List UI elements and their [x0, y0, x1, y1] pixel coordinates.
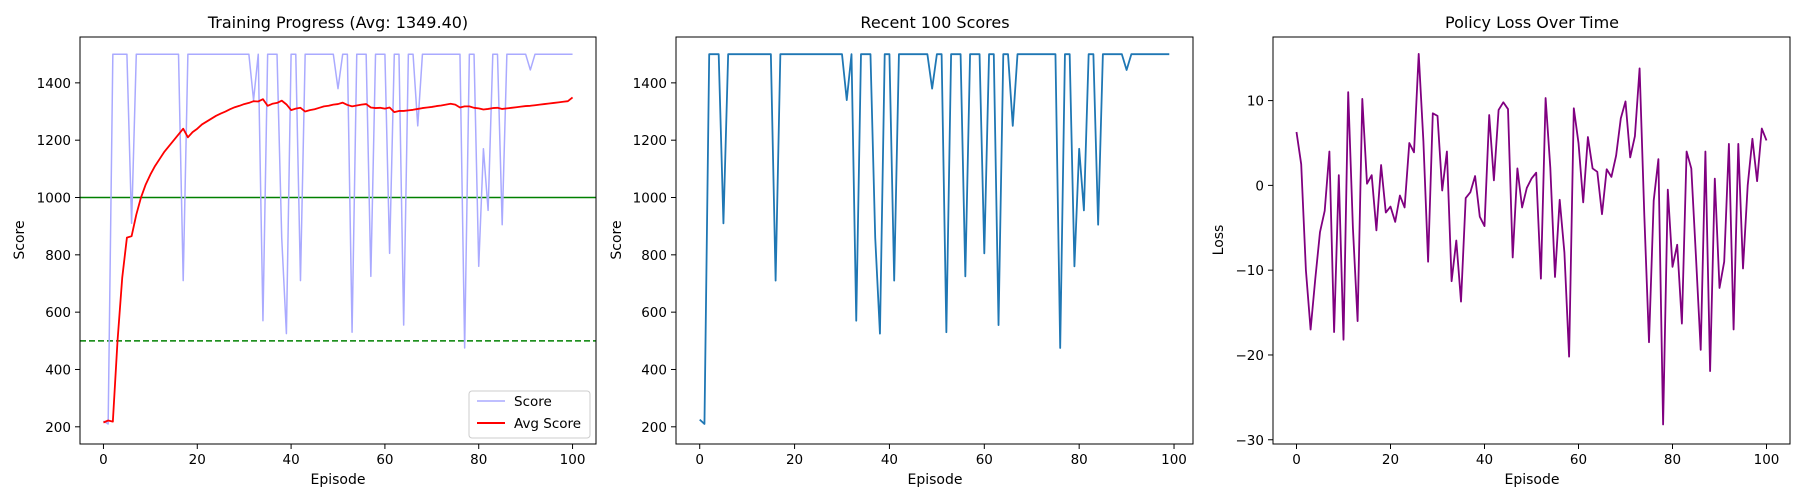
tick-group: 0 20 40 60 80 100 −30 −20 −10 0 10 [1236, 94, 1780, 468]
x-tick-label: 80 [1071, 452, 1088, 468]
y-tick-label: 1400 [37, 76, 71, 92]
x-tick-label: 60 [376, 452, 393, 468]
plot-frame [79, 36, 597, 445]
x-tick-label: 80 [1664, 452, 1681, 468]
legend: Score Avg Score [468, 390, 591, 439]
tick-group: 0 20 40 60 80 100 200 400 600 800 1000 1200 1400 [37, 76, 586, 468]
legend-box [468, 390, 591, 439]
y-tick-label: 200 [45, 420, 71, 436]
y-tick-label: 1400 [633, 76, 667, 92]
y-axis-label: Loss [1211, 225, 1227, 256]
y-tick-label: −30 [1236, 433, 1265, 449]
plot-area-marks [80, 53, 596, 425]
x-tick-label: 80 [470, 452, 487, 468]
plot-area-marks [699, 53, 1170, 425]
y-tick-label: 1000 [37, 191, 71, 207]
legend-label-score: Score [514, 394, 552, 410]
plot-area-marks [1295, 53, 1768, 426]
x-tick-label: 0 [99, 452, 108, 468]
training-progress-chart: 0 20 40 60 80 100 200 400 600 800 1000 1200 1400 Tra… [12, 13, 597, 488]
x-tick-label: 40 [1476, 452, 1493, 468]
y-tick-label: 400 [45, 362, 71, 378]
series-line-loss [699, 53, 1170, 425]
y-tick-label: 200 [641, 420, 667, 436]
series-line-score [103, 53, 573, 425]
y-tick-label: −10 [1236, 263, 1265, 279]
x-axis-label: Episode [1505, 472, 1560, 488]
x-tick-label: 40 [282, 452, 299, 468]
y-tick-label: 1200 [37, 133, 71, 149]
x-tick-label: 100 [1161, 452, 1187, 468]
y-axis-label: Score [609, 220, 625, 259]
series-line-loss [1295, 53, 1768, 426]
chart-title: Policy Loss Over Time [1445, 13, 1619, 32]
y-tick-label: 1200 [633, 133, 667, 149]
x-tick-label: 0 [695, 452, 704, 468]
tick-group: 0 20 40 60 80 100 200 400 600 800 1000 1200 1400 [633, 76, 1187, 468]
series-line-avg-score [103, 96, 574, 424]
x-axis-label: Episode [311, 472, 366, 488]
x-tick-label: 100 [560, 452, 586, 468]
x-tick-label: 20 [189, 452, 206, 468]
y-tick-label: 600 [641, 305, 667, 321]
policy-loss-chart: 0 20 40 60 80 100 −30 −20 −10 0 10 Policy Loss Ove… [1211, 13, 1791, 488]
y-tick-label: 400 [641, 362, 667, 378]
x-tick-label: 60 [976, 452, 993, 468]
x-tick-label: 60 [1570, 452, 1587, 468]
y-tick-label: 0 [1255, 178, 1264, 194]
y-tick-label: 800 [641, 248, 667, 264]
x-axis-label: Episode [908, 472, 963, 488]
y-tick-label: −20 [1236, 348, 1265, 364]
chart-title: Training Progress (Avg: 1349.40) [207, 13, 468, 32]
x-tick-label: 100 [1754, 452, 1780, 468]
chart-title: Recent 100 Scores [860, 13, 1009, 32]
plot-frame [675, 36, 1194, 445]
x-tick-label: 0 [1292, 452, 1301, 468]
y-axis-label: Score [12, 220, 28, 259]
y-tick-label: 10 [1247, 94, 1264, 110]
plot-frame [1272, 36, 1791, 445]
y-tick-label: 800 [45, 248, 71, 264]
x-tick-label: 20 [1382, 452, 1399, 468]
y-tick-label: 1000 [633, 191, 667, 207]
x-tick-label: 20 [786, 452, 803, 468]
recent-scores-chart: 0 20 40 60 80 100 200 400 600 800 1000 1200 1400 Rec… [609, 13, 1194, 488]
x-tick-label: 40 [881, 452, 898, 468]
legend-label-avg-score: Avg Score [514, 416, 581, 432]
y-tick-label: 600 [45, 305, 71, 321]
